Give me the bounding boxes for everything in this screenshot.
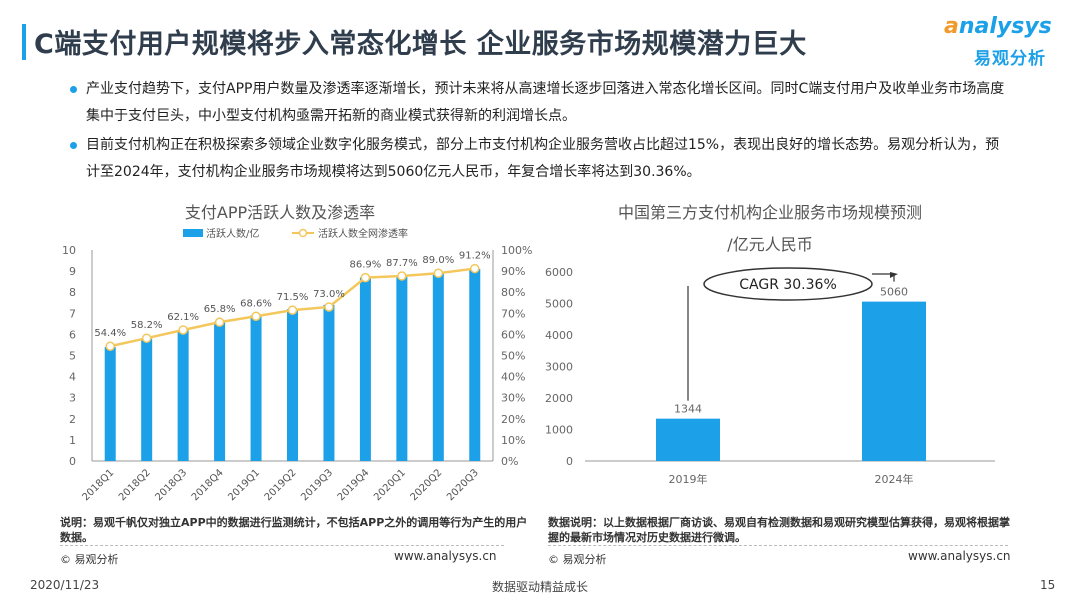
right-chart-title: 中国第三方支付机构企业服务市场规模预测 — [617, 203, 922, 222]
y2-tick-label: 80% — [501, 286, 525, 299]
data-label: 68.6% — [240, 298, 272, 309]
legend-bar-label: 活跃人数/亿 — [206, 227, 259, 240]
line-point — [141, 333, 152, 343]
data-label: 62.1% — [167, 312, 199, 323]
y2-tick-label: 100% — [501, 244, 532, 257]
cagr-ellipse — [703, 267, 873, 301]
page-title: C端支付用户规模将步入常态化增长 企业服务市场规模潜力巨大 — [34, 29, 807, 60]
data-label: 73.0% — [313, 289, 345, 300]
title-accent-bar — [22, 24, 26, 60]
bar — [250, 315, 262, 461]
website-link[interactable]: www.analysys.cn — [394, 549, 497, 563]
data-label: 65.8% — [204, 304, 236, 315]
y-tick-label: 0 — [566, 455, 573, 468]
bar — [141, 338, 153, 461]
bar — [432, 273, 444, 461]
y2-tick-label: 60% — [501, 328, 525, 341]
legend-line-label: 活跃人数全网渗透率 — [318, 227, 408, 240]
data-label: 87.7% — [386, 258, 418, 269]
right-chart-note: 数据说明：以上数据根据厂商访谈、易观自有检测数据和易观研究模型估算获得，易观将根… — [548, 516, 1010, 544]
footer-date: 2020/11/23 — [30, 578, 100, 592]
divider — [60, 545, 504, 546]
line-point — [178, 325, 188, 335]
line-point — [287, 305, 298, 315]
legend-bar-swatch — [183, 229, 203, 237]
y2-tick-label: 50% — [501, 350, 525, 363]
y-tick-label: 8 — [69, 286, 76, 299]
y-tick-label: 0 — [69, 455, 76, 468]
logo-cn-text: 易观分析 — [974, 49, 1046, 69]
bar — [214, 321, 226, 461]
y-tick-label: 2 — [69, 413, 76, 426]
data-label: 58.2% — [131, 320, 163, 331]
line-point — [470, 263, 480, 274]
right-chart-subtitle: /亿元人民币 — [727, 235, 813, 254]
data-label: 89.0% — [422, 255, 454, 266]
divider — [548, 545, 1008, 546]
legend-line-marker — [298, 228, 308, 238]
copyright-text: © 易观分析 — [60, 553, 119, 566]
line-point — [324, 302, 334, 312]
data-label: 86.9% — [350, 260, 382, 271]
y2-tick-label: 0% — [501, 455, 518, 468]
y-tick-label: 9 — [69, 265, 76, 278]
line-point — [105, 341, 115, 351]
data-label: 91.2% — [459, 251, 491, 262]
data-label: 5060 — [880, 286, 908, 299]
left-chart-note: 说明：易观千帆仅对独立APP中的数据进行监测统计，不包括APP之外的调用等行为产… — [60, 516, 528, 544]
left-chart-title: 支付APP活跃人数及渗透率 — [184, 203, 376, 222]
data-label: 54.4% — [94, 328, 126, 339]
copyright-text: © 易观分析 — [548, 553, 607, 566]
bar — [396, 275, 408, 461]
cagr-arrow-head — [890, 272, 898, 278]
data-label: 71.5% — [277, 292, 309, 303]
y2-tick-label: 70% — [501, 307, 525, 320]
y2-tick-label: 40% — [501, 371, 525, 384]
x-tick-label: 2019年 — [669, 472, 708, 486]
logo-wordmark: analysys — [944, 14, 1052, 39]
line-point — [214, 317, 225, 327]
website-link[interactable]: www.analysys.cn — [908, 549, 1011, 563]
line-point — [251, 311, 261, 322]
page-number: 15 — [1040, 578, 1056, 592]
line-point — [360, 272, 371, 283]
cagr-label: CAGR 30.36% — [739, 277, 837, 293]
y-tick-label: 6 — [69, 328, 76, 341]
bar — [177, 330, 189, 461]
y-tick-label: 1000 — [545, 424, 573, 437]
y2-tick-label: 30% — [501, 392, 525, 405]
y-tick-label: 3000 — [545, 361, 573, 374]
bullet-item: 产业支付趋势下，支付APP用户数量及渗透率逐渐增长，预计未来将从高速增长逐步回落… — [70, 76, 1010, 130]
y-tick-label: 4 — [69, 371, 76, 384]
y-tick-label: 7 — [69, 307, 76, 320]
y2-tick-label: 90% — [501, 265, 525, 278]
data-label: 1344 — [674, 403, 702, 416]
analysys-logo: analysys 易观分析 — [944, 14, 1054, 70]
footer-slogan: 数据驱动精益成长 — [491, 580, 588, 594]
bullet-list: 产业支付趋势下，支付APP用户数量及渗透率逐渐增长，预计未来将从高速增长逐步回落… — [70, 76, 1010, 188]
bar — [862, 301, 926, 461]
y2-tick-label: 10% — [501, 434, 525, 447]
bar — [656, 418, 720, 461]
bar — [323, 304, 335, 461]
x-tick-label: 2024年 — [875, 472, 914, 486]
bullet-item: 目前支付机构正在积极探索多领域企业数字化服务模式，部分上市支付机构企业服务营收占… — [70, 132, 1010, 186]
bar — [287, 309, 298, 461]
y-tick-label: 6000 — [545, 266, 573, 279]
bar — [469, 268, 481, 461]
y-tick-label: 5 — [69, 350, 76, 363]
y-tick-label: 3 — [69, 392, 76, 405]
y-tick-label: 4000 — [545, 329, 573, 342]
y-tick-label: 5000 — [545, 298, 573, 311]
bar — [104, 347, 116, 461]
y-tick-label: 2000 — [545, 392, 573, 405]
line-point — [433, 268, 444, 278]
y2-tick-label: 20% — [501, 413, 525, 426]
bar — [359, 277, 371, 461]
line-point — [397, 271, 407, 281]
y-tick-label: 1 — [69, 434, 76, 447]
y-tick-label: 10 — [62, 244, 76, 257]
